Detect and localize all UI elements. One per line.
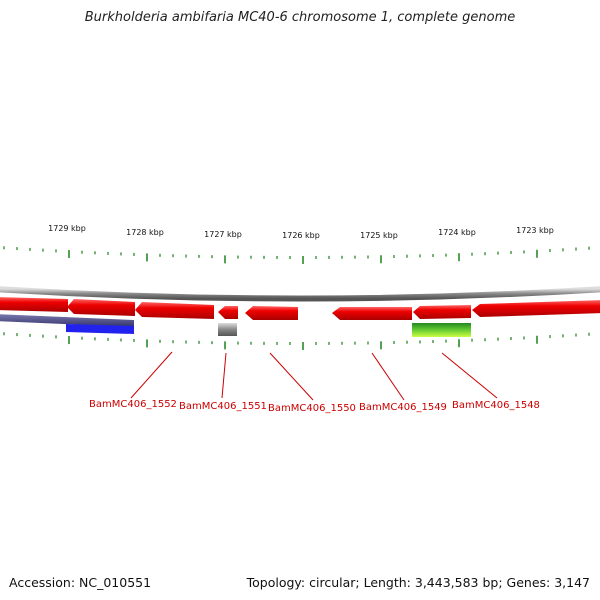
connector-1550 [269,352,314,401]
scale-ticks-outer [3,246,590,264]
scale-label-1724: 1724 kbp [438,228,476,237]
accession-text: Accession: NC_010551 [9,575,152,590]
gene-label-1551[interactable]: BamMC406_1551 [179,401,267,412]
label-connectors [130,351,498,401]
gene-arrow-1549[interactable] [332,307,412,320]
scale-label-1726: 1726 kbp [282,231,320,240]
scale-ticks-inner [3,332,590,350]
map-title: Burkholderia ambifaria MC40-6 chromosome… [84,10,516,25]
gene-label-1548[interactable]: BamMC406_1548 [452,400,540,411]
scale-label-1729: 1729 kbp [48,224,86,233]
scale-labels: 1729 kbp 1728 kbp 1727 kbp 1726 kbp 1725… [48,224,554,240]
gene-label-1550[interactable]: BamMC406_1550 [268,403,356,414]
gene-track [0,297,600,320]
feature-blue [66,324,134,334]
feature-navy [0,314,134,327]
gene-arrow-1552[interactable] [135,302,214,319]
gene-arrow-left-edge[interactable] [0,297,68,312]
gene-arrow-1548[interactable] [413,305,471,319]
gene-arrow-1550[interactable] [245,306,298,320]
scale-label-1727: 1727 kbp [204,230,242,239]
connector-1552 [130,351,173,399]
scale-label-1725: 1725 kbp [360,231,398,240]
connector-1549 [371,352,405,401]
scale-label-1723: 1723 kbp [516,226,554,235]
gene-labels: BamMC406_1552 BamMC406_1551 BamMC406_155… [89,399,540,414]
genome-summary-text: Topology: circular; Length: 3,443,583 bp… [246,575,590,590]
gene-label-1552[interactable]: BamMC406_1552 [89,399,177,410]
gene-arrow-1551[interactable] [218,306,238,319]
gene-label-1549[interactable]: BamMC406_1549 [359,402,447,413]
gene-arrow-1553[interactable] [67,299,135,316]
feature-green [412,323,471,337]
feature-track [0,314,471,337]
gene-arrow-right-edge[interactable] [472,300,600,317]
backbone-ring [0,286,600,302]
connector-1551 [221,352,227,399]
scale-label-1728: 1728 kbp [126,228,164,237]
feature-gray [218,323,237,336]
connector-1548 [441,352,498,399]
